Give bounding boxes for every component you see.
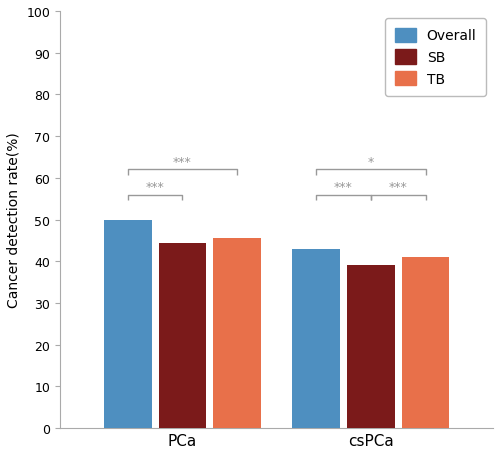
Text: ***: ***	[388, 181, 407, 193]
Legend: Overall, SB, TB: Overall, SB, TB	[385, 19, 486, 96]
Bar	[214, 239, 262, 428]
Text: ***: ***	[173, 156, 192, 168]
Text: ***: ***	[334, 181, 352, 193]
Text: ***: ***	[146, 181, 165, 193]
Bar	[158, 243, 206, 428]
Y-axis label: Cancer detection rate(%): Cancer detection rate(%)	[7, 132, 21, 308]
Bar	[402, 258, 450, 428]
Bar	[292, 249, 340, 428]
Text: *: *	[368, 156, 374, 168]
Bar	[104, 220, 152, 428]
Bar	[346, 266, 395, 428]
